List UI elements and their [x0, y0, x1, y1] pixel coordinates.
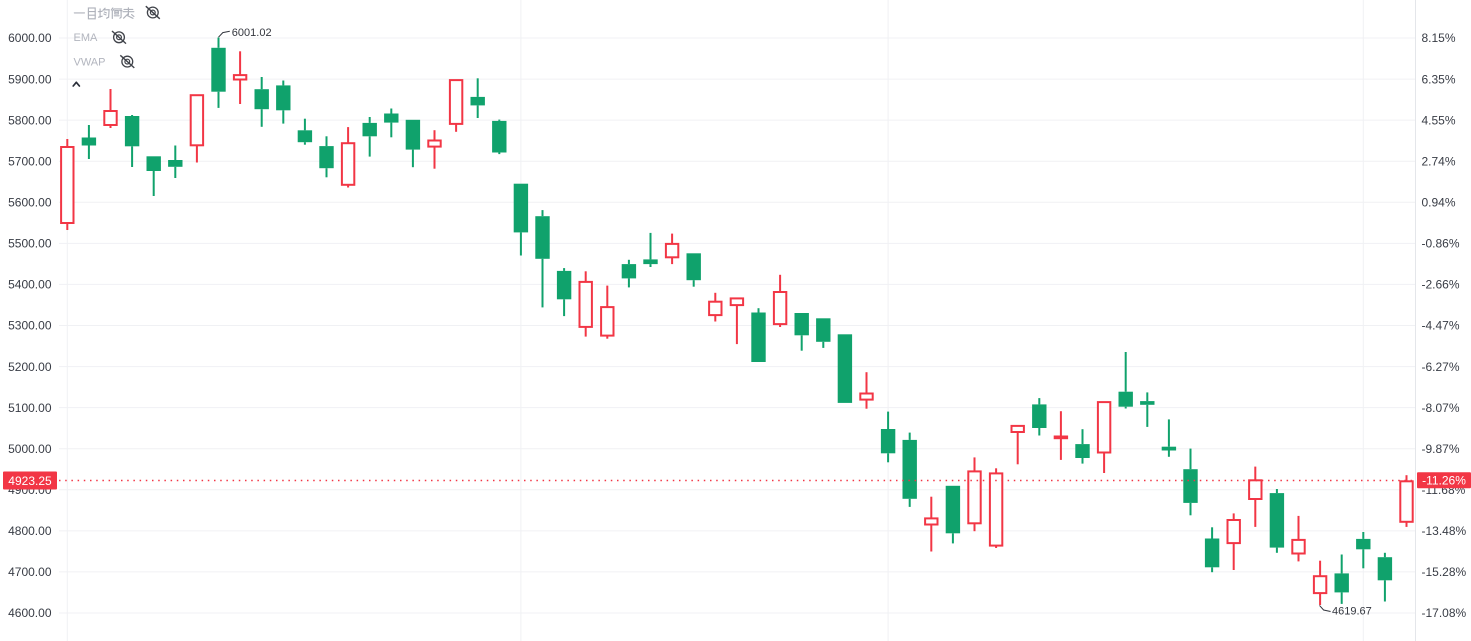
- svg-text:8.15%: 8.15%: [1422, 31, 1456, 45]
- svg-text:VWAP: VWAP: [74, 57, 106, 69]
- svg-text:5500.00: 5500.00: [8, 237, 52, 251]
- svg-text:5800.00: 5800.00: [8, 113, 52, 127]
- svg-text:4923.25: 4923.25: [8, 474, 52, 488]
- svg-text:-2.66%: -2.66%: [1422, 278, 1460, 292]
- svg-text:4700.00: 4700.00: [8, 565, 52, 579]
- svg-text:-0.86%: -0.86%: [1422, 237, 1460, 251]
- svg-text:5900.00: 5900.00: [8, 72, 52, 86]
- svg-text:5000.00: 5000.00: [8, 442, 52, 456]
- svg-text:-9.87%: -9.87%: [1422, 442, 1460, 456]
- svg-text:5200.00: 5200.00: [8, 360, 52, 374]
- svg-text:6.35%: 6.35%: [1422, 72, 1456, 86]
- svg-text:6001.02: 6001.02: [232, 27, 272, 39]
- svg-text:0.94%: 0.94%: [1422, 195, 1456, 209]
- svg-text:4600.00: 4600.00: [8, 606, 52, 620]
- svg-text:6000.00: 6000.00: [8, 31, 52, 45]
- svg-text:-15.28%: -15.28%: [1422, 565, 1467, 579]
- svg-text:5400.00: 5400.00: [8, 278, 52, 292]
- svg-text:4800.00: 4800.00: [8, 524, 52, 538]
- svg-text:-17.08%: -17.08%: [1422, 606, 1467, 620]
- svg-text:-6.27%: -6.27%: [1422, 360, 1460, 374]
- svg-text:-11.26%: -11.26%: [1422, 474, 1466, 488]
- svg-text:4.55%: 4.55%: [1422, 113, 1456, 127]
- svg-text:2.74%: 2.74%: [1422, 154, 1456, 168]
- svg-text:5600.00: 5600.00: [8, 195, 52, 209]
- svg-text:5300.00: 5300.00: [8, 319, 52, 333]
- svg-text:-4.47%: -4.47%: [1422, 319, 1460, 333]
- svg-text:-8.07%: -8.07%: [1422, 401, 1460, 415]
- svg-text:-13.48%: -13.48%: [1422, 524, 1467, 538]
- svg-text:5700.00: 5700.00: [8, 154, 52, 168]
- svg-text:5100.00: 5100.00: [8, 401, 52, 415]
- svg-text:4619.67: 4619.67: [1332, 606, 1372, 618]
- svg-text:EMA: EMA: [74, 32, 99, 44]
